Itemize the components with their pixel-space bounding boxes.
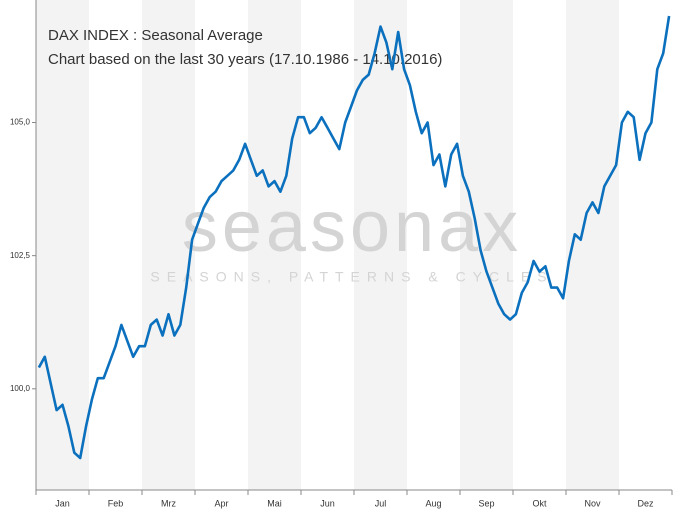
month-band xyxy=(460,0,513,490)
x-tick-label: Jul xyxy=(375,498,387,508)
y-tick-label: 105,0 xyxy=(10,118,31,127)
month-band xyxy=(248,0,301,490)
y-tick-label: 100,0 xyxy=(10,384,31,393)
x-tick-label: Okt xyxy=(532,498,547,508)
month-band xyxy=(142,0,195,490)
month-band xyxy=(36,0,89,490)
chart-subtitle: Chart based on the last 30 years (17.10.… xyxy=(48,51,442,68)
x-tick-label: Dez xyxy=(637,498,654,508)
watermark-tagline: SEASONS, PATTERNS & CYCLES xyxy=(150,269,553,285)
chart-title: DAX INDEX : Seasonal Average xyxy=(48,27,263,44)
watermark: seasonax xyxy=(182,187,522,267)
x-tick-label: Mrz xyxy=(161,498,176,508)
month-band xyxy=(566,0,619,490)
x-tick-label: Jan xyxy=(55,498,70,508)
x-tick-label: Aug xyxy=(425,498,441,508)
bands xyxy=(36,0,619,490)
x-tick-label: Sep xyxy=(478,498,494,508)
x-tick-label: Jun xyxy=(320,498,335,508)
x-tick-label: Nov xyxy=(584,498,601,508)
series-line xyxy=(37,15,671,460)
x-tick-label: Feb xyxy=(108,498,124,508)
y-tick-label: 102,5 xyxy=(10,251,31,260)
x-tick-label: Apr xyxy=(214,498,228,508)
x-tick-label: Mai xyxy=(267,498,282,508)
